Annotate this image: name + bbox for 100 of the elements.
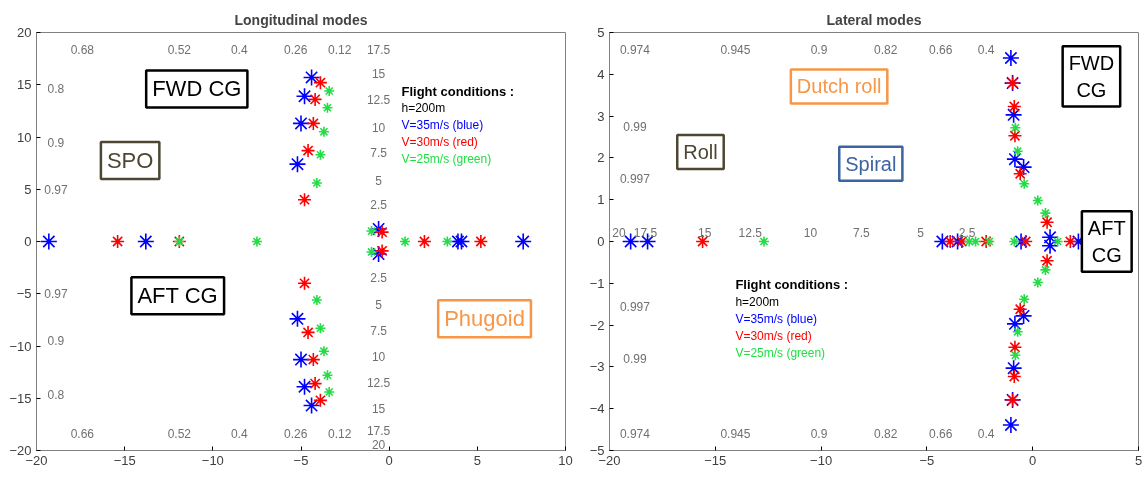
- annotation: 0.12: [328, 42, 352, 57]
- text: V=30m/s (red): [401, 135, 478, 150]
- point: [369, 220, 388, 238]
- annotation: 0.4: [977, 42, 995, 57]
- point: [1051, 235, 1064, 248]
- point: [295, 377, 314, 396]
- point: [441, 235, 454, 248]
- point: [288, 155, 307, 173]
- y-tick-label: −5: [16, 286, 32, 302]
- point: [1002, 49, 1020, 67]
- x-tick-label: 0: [1029, 452, 1037, 468]
- annotation: 0.97: [44, 287, 68, 302]
- annotation: Spiral: [845, 152, 897, 175]
- point: [1014, 307, 1033, 325]
- annotation: 0.974: [619, 427, 651, 442]
- y-tick-label: 2: [597, 150, 605, 166]
- annotation: 20: [612, 225, 627, 240]
- point: [323, 85, 336, 97]
- point: [314, 148, 327, 161]
- point: [321, 101, 334, 114]
- point: [306, 352, 321, 367]
- annotation: Dutch roll: [796, 75, 882, 98]
- point: [369, 245, 388, 263]
- point: [942, 234, 958, 249]
- point: [399, 235, 411, 248]
- y-tick-label: 0: [597, 234, 605, 249]
- annotation: Phugoid: [444, 306, 525, 332]
- point: [1006, 315, 1024, 333]
- annotation: 7.5: [852, 225, 870, 240]
- annotation: 0.4: [230, 42, 248, 57]
- annotation: Roll: [683, 141, 718, 164]
- annotation: 17.5: [366, 42, 391, 57]
- annotation: 0.945: [720, 427, 751, 442]
- x-tick-label: −10: [810, 452, 833, 468]
- point: [1039, 253, 1055, 269]
- y-tick-label: −1: [589, 275, 605, 291]
- point: [297, 276, 312, 291]
- point: [1009, 122, 1022, 134]
- x-tick-label: −5: [293, 452, 309, 468]
- x-tick-label: 5: [473, 452, 481, 468]
- point: [314, 322, 327, 335]
- annotation: 0.66: [70, 427, 95, 442]
- annotation: 0.974: [619, 42, 651, 57]
- point: [365, 246, 378, 258]
- annotation: 10: [803, 225, 818, 240]
- point: [1004, 359, 1023, 377]
- point: [1007, 128, 1023, 144]
- x-tick-label: −5: [919, 452, 935, 468]
- point: [1012, 301, 1028, 317]
- point: [1039, 264, 1052, 276]
- point: [288, 310, 307, 328]
- y-tick-label: 0: [24, 234, 32, 249]
- annotation: h=200m: [735, 294, 780, 309]
- point: [295, 87, 314, 106]
- y-tick-label: −3: [589, 359, 605, 375]
- y-tick-label: −10: [9, 338, 32, 354]
- annotation: 2.5: [958, 225, 976, 240]
- annotation: 0.4: [977, 427, 995, 442]
- point: [318, 345, 330, 358]
- y-tick-label: 1: [597, 192, 605, 208]
- annotation: 15: [698, 225, 712, 240]
- point: [307, 92, 323, 107]
- point: [1039, 207, 1052, 219]
- point: [137, 232, 155, 251]
- text: V=30m/s (red): [735, 328, 812, 343]
- point: [311, 177, 323, 189]
- annotation: 0.97: [44, 182, 68, 197]
- point: [1002, 416, 1020, 434]
- annotation: 0.12: [328, 427, 352, 442]
- point: [1018, 293, 1031, 305]
- point: [302, 68, 321, 87]
- annotation: 12.5: [366, 92, 391, 107]
- point: [313, 393, 328, 408]
- point: [1014, 158, 1033, 176]
- annotation: 17.5: [633, 225, 658, 240]
- point: [1006, 369, 1022, 384]
- annotation: 15: [371, 66, 386, 81]
- point: [978, 234, 994, 249]
- annotation: 0.52: [167, 427, 192, 442]
- annotation: 7.5: [370, 323, 388, 338]
- legend-title: Flight conditions :: [735, 277, 849, 293]
- y-tick-label: −15: [9, 390, 32, 406]
- point: [1031, 194, 1044, 207]
- annotation: 2.5: [370, 198, 388, 213]
- annotation: 0.945: [720, 42, 751, 57]
- point: [1018, 178, 1031, 190]
- x-tick-label: 0: [385, 452, 393, 468]
- x-tick-label: −15: [704, 452, 727, 468]
- annotation: 0.26: [284, 42, 308, 57]
- annotation: 0.8: [47, 387, 65, 402]
- point: [449, 232, 467, 251]
- annotation: 5: [917, 225, 925, 240]
- annotation: AFT CG: [137, 283, 218, 309]
- point: [473, 234, 489, 249]
- point: [1004, 106, 1023, 124]
- y-tick-label: 20: [17, 25, 32, 40]
- y-tick-label: 10: [17, 129, 32, 145]
- annotation: 0.26: [284, 427, 308, 442]
- annotation: 7.5: [370, 146, 388, 161]
- annotation: 0.52: [167, 42, 192, 57]
